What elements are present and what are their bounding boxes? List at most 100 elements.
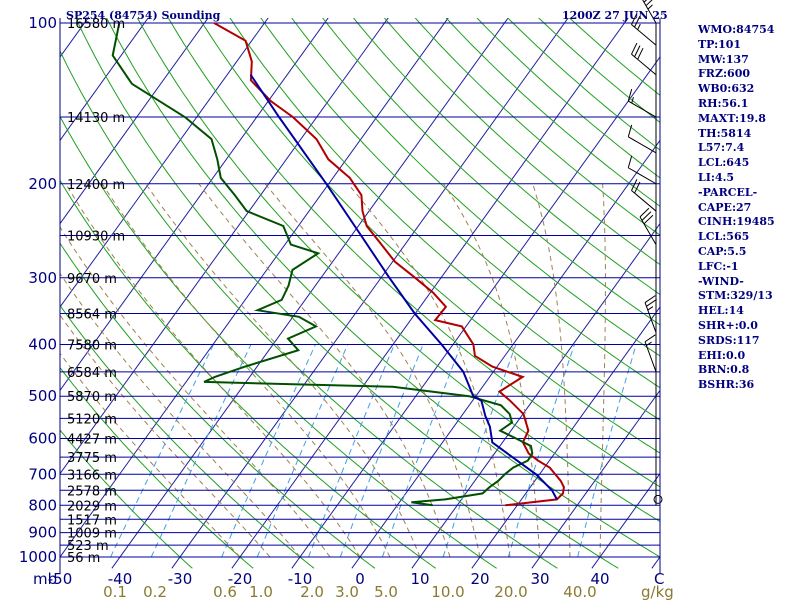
mixing-ratio-label: 10.0 bbox=[431, 583, 464, 600]
index-item: MAXT:19.8 bbox=[698, 111, 766, 125]
temperature-tick-label: -20 bbox=[228, 570, 253, 588]
wind-barb-half bbox=[647, 4, 653, 10]
height-label: 7580 m bbox=[67, 339, 117, 354]
index-item: CAPE:27 bbox=[698, 200, 752, 214]
dry-adiabat-line bbox=[106, 18, 660, 558]
index-item: LCL:565 bbox=[698, 230, 750, 244]
temperature-tick-label: 20 bbox=[470, 570, 489, 588]
moist-adiabat-line bbox=[264, 183, 481, 558]
isotherm-line bbox=[60, 18, 209, 225]
isotherm-line bbox=[351, 139, 660, 569]
dry-adiabat-line bbox=[322, 18, 660, 326]
height-label: 16580 m bbox=[67, 17, 125, 32]
mixing-ratio-label: 0.2 bbox=[143, 583, 167, 600]
index-item: LCL:645 bbox=[698, 156, 750, 170]
wind-barb-shaft bbox=[628, 167, 657, 185]
dry-adiabat-line bbox=[198, 18, 660, 454]
isotherm-line bbox=[291, 56, 660, 569]
dry-adiabat-line bbox=[260, 18, 660, 389]
isotherm-line bbox=[591, 472, 660, 569]
dry-adiabat-line bbox=[167, 18, 660, 488]
index-item: WMO:84754 bbox=[698, 23, 775, 36]
wind-barb-full bbox=[639, 207, 650, 218]
index-item: LI:4.5 bbox=[698, 170, 735, 184]
index-item: RH:56.1 bbox=[698, 96, 749, 110]
mixing-ratio-label: 40.0 bbox=[563, 583, 596, 600]
height-label: 523 m bbox=[67, 539, 109, 554]
height-label: 2029 m bbox=[67, 499, 117, 514]
wind-barb-shaft bbox=[628, 100, 657, 118]
pressure-unit-label: mb bbox=[33, 570, 57, 588]
wind-barb-full bbox=[641, 211, 652, 221]
height-label: 1517 m bbox=[67, 513, 117, 528]
pressure-tick-label: 100 bbox=[28, 14, 57, 32]
mixing-ratio-label: 20.0 bbox=[494, 583, 527, 600]
wind-barb-shaft bbox=[644, 341, 657, 372]
dry-adiabat-line bbox=[229, 18, 660, 421]
dry-adiabat-line bbox=[352, 18, 660, 296]
pressure-tick-label: 800 bbox=[28, 496, 57, 514]
isotherm-line bbox=[60, 18, 389, 475]
mixing-ratio-unit-label: g/kg bbox=[641, 583, 674, 600]
index-item: -PARCEL- bbox=[698, 185, 758, 199]
mixing-ratio-label: 2.0 bbox=[300, 583, 324, 600]
mixing-ratio-label: 1.0 bbox=[249, 583, 273, 600]
temperature-tick-label: 30 bbox=[530, 570, 549, 588]
index-item: L57:7.4 bbox=[698, 141, 745, 155]
wind-barb-full bbox=[644, 295, 656, 303]
mixing-ratio-label: 3.0 bbox=[335, 583, 359, 600]
height-label: 12400 m bbox=[67, 178, 125, 193]
index-item: TP:101 bbox=[698, 37, 742, 51]
parcel-trace bbox=[249, 74, 558, 500]
valid-time: 1200Z 27 JUN 25 bbox=[562, 9, 668, 22]
moist-adiabat-line bbox=[101, 183, 391, 558]
dry-adiabat-line bbox=[60, 49, 558, 569]
index-item: STM:329/13 bbox=[698, 289, 773, 303]
height-label: 2578 m bbox=[67, 484, 117, 499]
pressure-tick-label: 300 bbox=[28, 269, 57, 287]
wind-barb-full bbox=[643, 0, 648, 3]
mixing-ratio-label: 0.1 bbox=[103, 583, 127, 600]
dry-adiabat-line bbox=[60, 366, 254, 569]
dry-adiabat-line bbox=[383, 18, 660, 266]
isotherm-line bbox=[111, 18, 509, 569]
moist-adiabat-line bbox=[65, 183, 361, 558]
height-label: 4427 m bbox=[67, 433, 117, 448]
isotherm-line bbox=[60, 18, 449, 558]
moist-adiabat-line bbox=[60, 272, 301, 558]
height-label: 6584 m bbox=[67, 366, 117, 381]
temperature-unit-label: C bbox=[654, 570, 664, 588]
index-item: EHI:0.0 bbox=[698, 348, 746, 362]
index-item: TH:5814 bbox=[698, 126, 752, 140]
index-item: SRDS:117 bbox=[698, 333, 760, 347]
dewpoint-trace bbox=[111, 22, 534, 507]
dry-adiabat-line bbox=[60, 304, 315, 569]
wind-barb-half bbox=[631, 96, 634, 104]
height-label: 10930 m bbox=[67, 229, 125, 244]
wind-barb-full bbox=[634, 45, 641, 57]
temperature-tick-label: -50 bbox=[48, 570, 73, 588]
index-item: FRZ:600 bbox=[698, 67, 751, 81]
index-item: SHR+:0.0 bbox=[698, 318, 758, 332]
pressure-tick-label: 900 bbox=[28, 524, 57, 542]
mixing-ratio-label: 0.6 bbox=[213, 583, 237, 600]
isotherm-line bbox=[60, 18, 269, 308]
wind-barb-full bbox=[646, 298, 657, 307]
height-label: 9670 m bbox=[67, 272, 117, 287]
height-label: 3775 m bbox=[67, 451, 117, 466]
dry-adiabat-line bbox=[60, 429, 193, 569]
index-item: CINH:19485 bbox=[698, 215, 775, 229]
index-item: BRN:0.8 bbox=[698, 363, 750, 377]
index-item: BSHR:36 bbox=[698, 378, 755, 392]
wind-barb-full bbox=[634, 181, 641, 194]
pressure-tick-label: 700 bbox=[28, 465, 57, 483]
height-label: 3166 m bbox=[67, 468, 117, 483]
pressure-tick-label: 600 bbox=[28, 430, 57, 448]
wind-barb-full bbox=[645, 0, 653, 7]
dry-adiabat-line bbox=[60, 179, 436, 569]
wind-barb-half bbox=[646, 341, 652, 346]
dry-adiabat-line bbox=[291, 18, 660, 357]
temperature-tick-label: 10 bbox=[410, 570, 429, 588]
dry-adiabat-line bbox=[136, 18, 660, 523]
